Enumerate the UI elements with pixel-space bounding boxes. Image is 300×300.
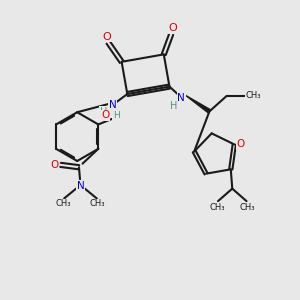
Polygon shape bbox=[186, 95, 211, 113]
Text: H: H bbox=[113, 111, 119, 120]
Text: H: H bbox=[100, 107, 107, 117]
Text: CH₃: CH₃ bbox=[239, 202, 255, 211]
Text: H: H bbox=[170, 100, 178, 111]
Text: O: O bbox=[168, 23, 177, 33]
Text: O: O bbox=[101, 110, 110, 120]
Text: CH₃: CH₃ bbox=[210, 202, 225, 211]
Text: N: N bbox=[178, 93, 185, 103]
Text: CH₃: CH₃ bbox=[245, 92, 261, 100]
Text: O: O bbox=[50, 160, 59, 170]
Text: N: N bbox=[76, 181, 84, 191]
Text: CH₃: CH₃ bbox=[56, 199, 71, 208]
Text: O: O bbox=[102, 32, 111, 42]
Text: CH₃: CH₃ bbox=[90, 199, 105, 208]
Text: N: N bbox=[109, 100, 116, 110]
Text: O: O bbox=[237, 140, 245, 149]
